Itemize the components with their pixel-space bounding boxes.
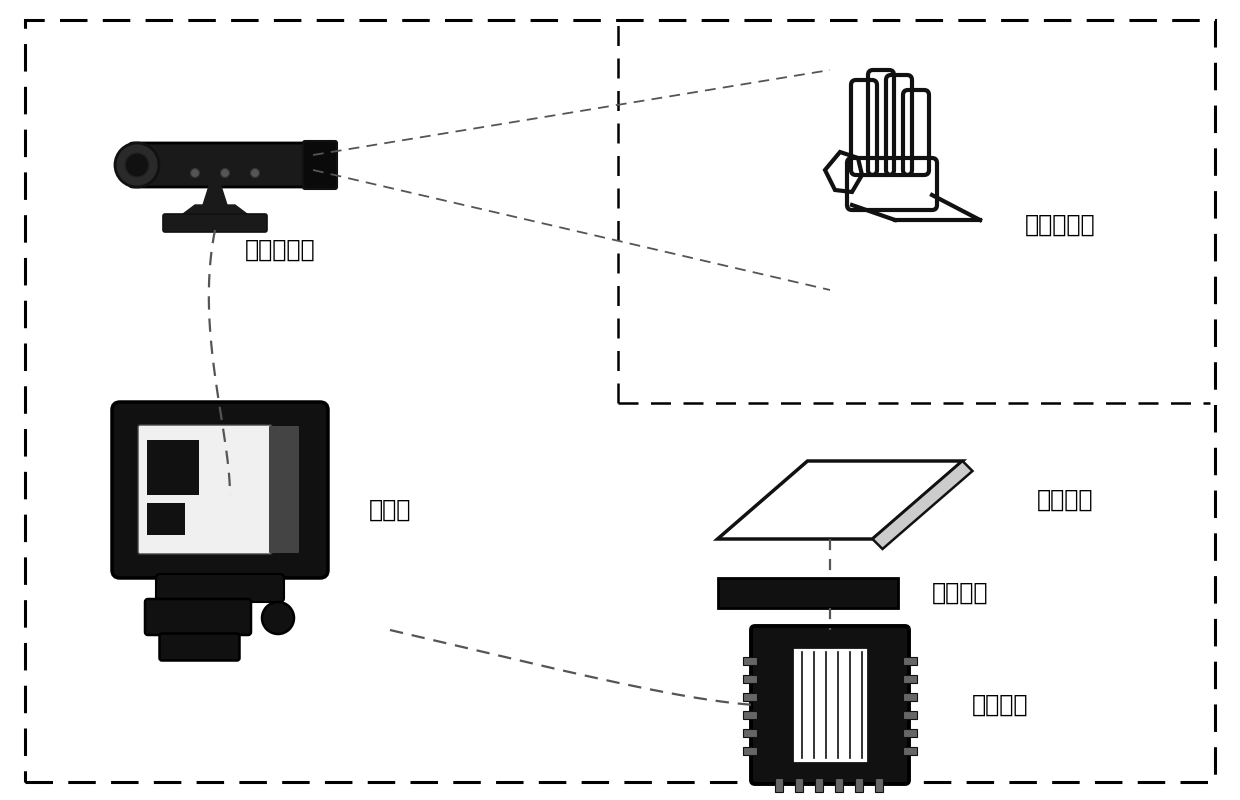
Bar xyxy=(903,747,918,755)
Bar xyxy=(148,503,185,535)
Bar xyxy=(815,778,823,792)
Circle shape xyxy=(250,169,259,178)
Bar xyxy=(903,693,918,701)
FancyBboxPatch shape xyxy=(160,634,239,661)
Bar xyxy=(775,778,782,792)
Text: 驱动电路: 驱动电路 xyxy=(931,581,988,605)
Bar xyxy=(792,647,868,763)
FancyBboxPatch shape xyxy=(269,426,299,553)
Bar xyxy=(903,711,918,719)
Bar xyxy=(210,566,229,582)
Circle shape xyxy=(115,143,159,187)
Bar xyxy=(795,778,804,792)
FancyBboxPatch shape xyxy=(162,214,267,232)
FancyBboxPatch shape xyxy=(145,599,250,635)
Bar xyxy=(743,711,756,719)
Text: 上位机: 上位机 xyxy=(368,498,412,522)
Bar xyxy=(743,657,756,665)
Bar xyxy=(148,440,198,495)
Bar xyxy=(743,729,756,737)
Polygon shape xyxy=(203,183,227,205)
Bar xyxy=(743,675,756,683)
Text: 操作者手部: 操作者手部 xyxy=(1024,213,1095,237)
Circle shape xyxy=(191,169,200,178)
Bar xyxy=(903,675,918,683)
Bar xyxy=(743,747,756,755)
Circle shape xyxy=(221,169,229,178)
Bar xyxy=(856,778,863,792)
FancyBboxPatch shape xyxy=(303,141,337,189)
Polygon shape xyxy=(175,205,255,220)
FancyBboxPatch shape xyxy=(112,402,329,578)
Circle shape xyxy=(125,153,149,177)
Bar xyxy=(743,693,756,701)
FancyBboxPatch shape xyxy=(751,626,909,784)
FancyBboxPatch shape xyxy=(129,143,315,187)
Bar xyxy=(875,778,883,792)
FancyBboxPatch shape xyxy=(156,574,284,602)
Text: 主控制器: 主控制器 xyxy=(972,693,1028,717)
Polygon shape xyxy=(873,461,972,549)
Circle shape xyxy=(262,602,294,634)
Bar xyxy=(835,778,843,792)
FancyBboxPatch shape xyxy=(138,425,272,554)
Text: 深度摄像头: 深度摄像头 xyxy=(244,238,315,262)
Bar xyxy=(903,729,918,737)
Bar xyxy=(903,657,918,665)
Bar xyxy=(718,578,898,608)
Text: 超声阵列: 超声阵列 xyxy=(1037,488,1094,512)
